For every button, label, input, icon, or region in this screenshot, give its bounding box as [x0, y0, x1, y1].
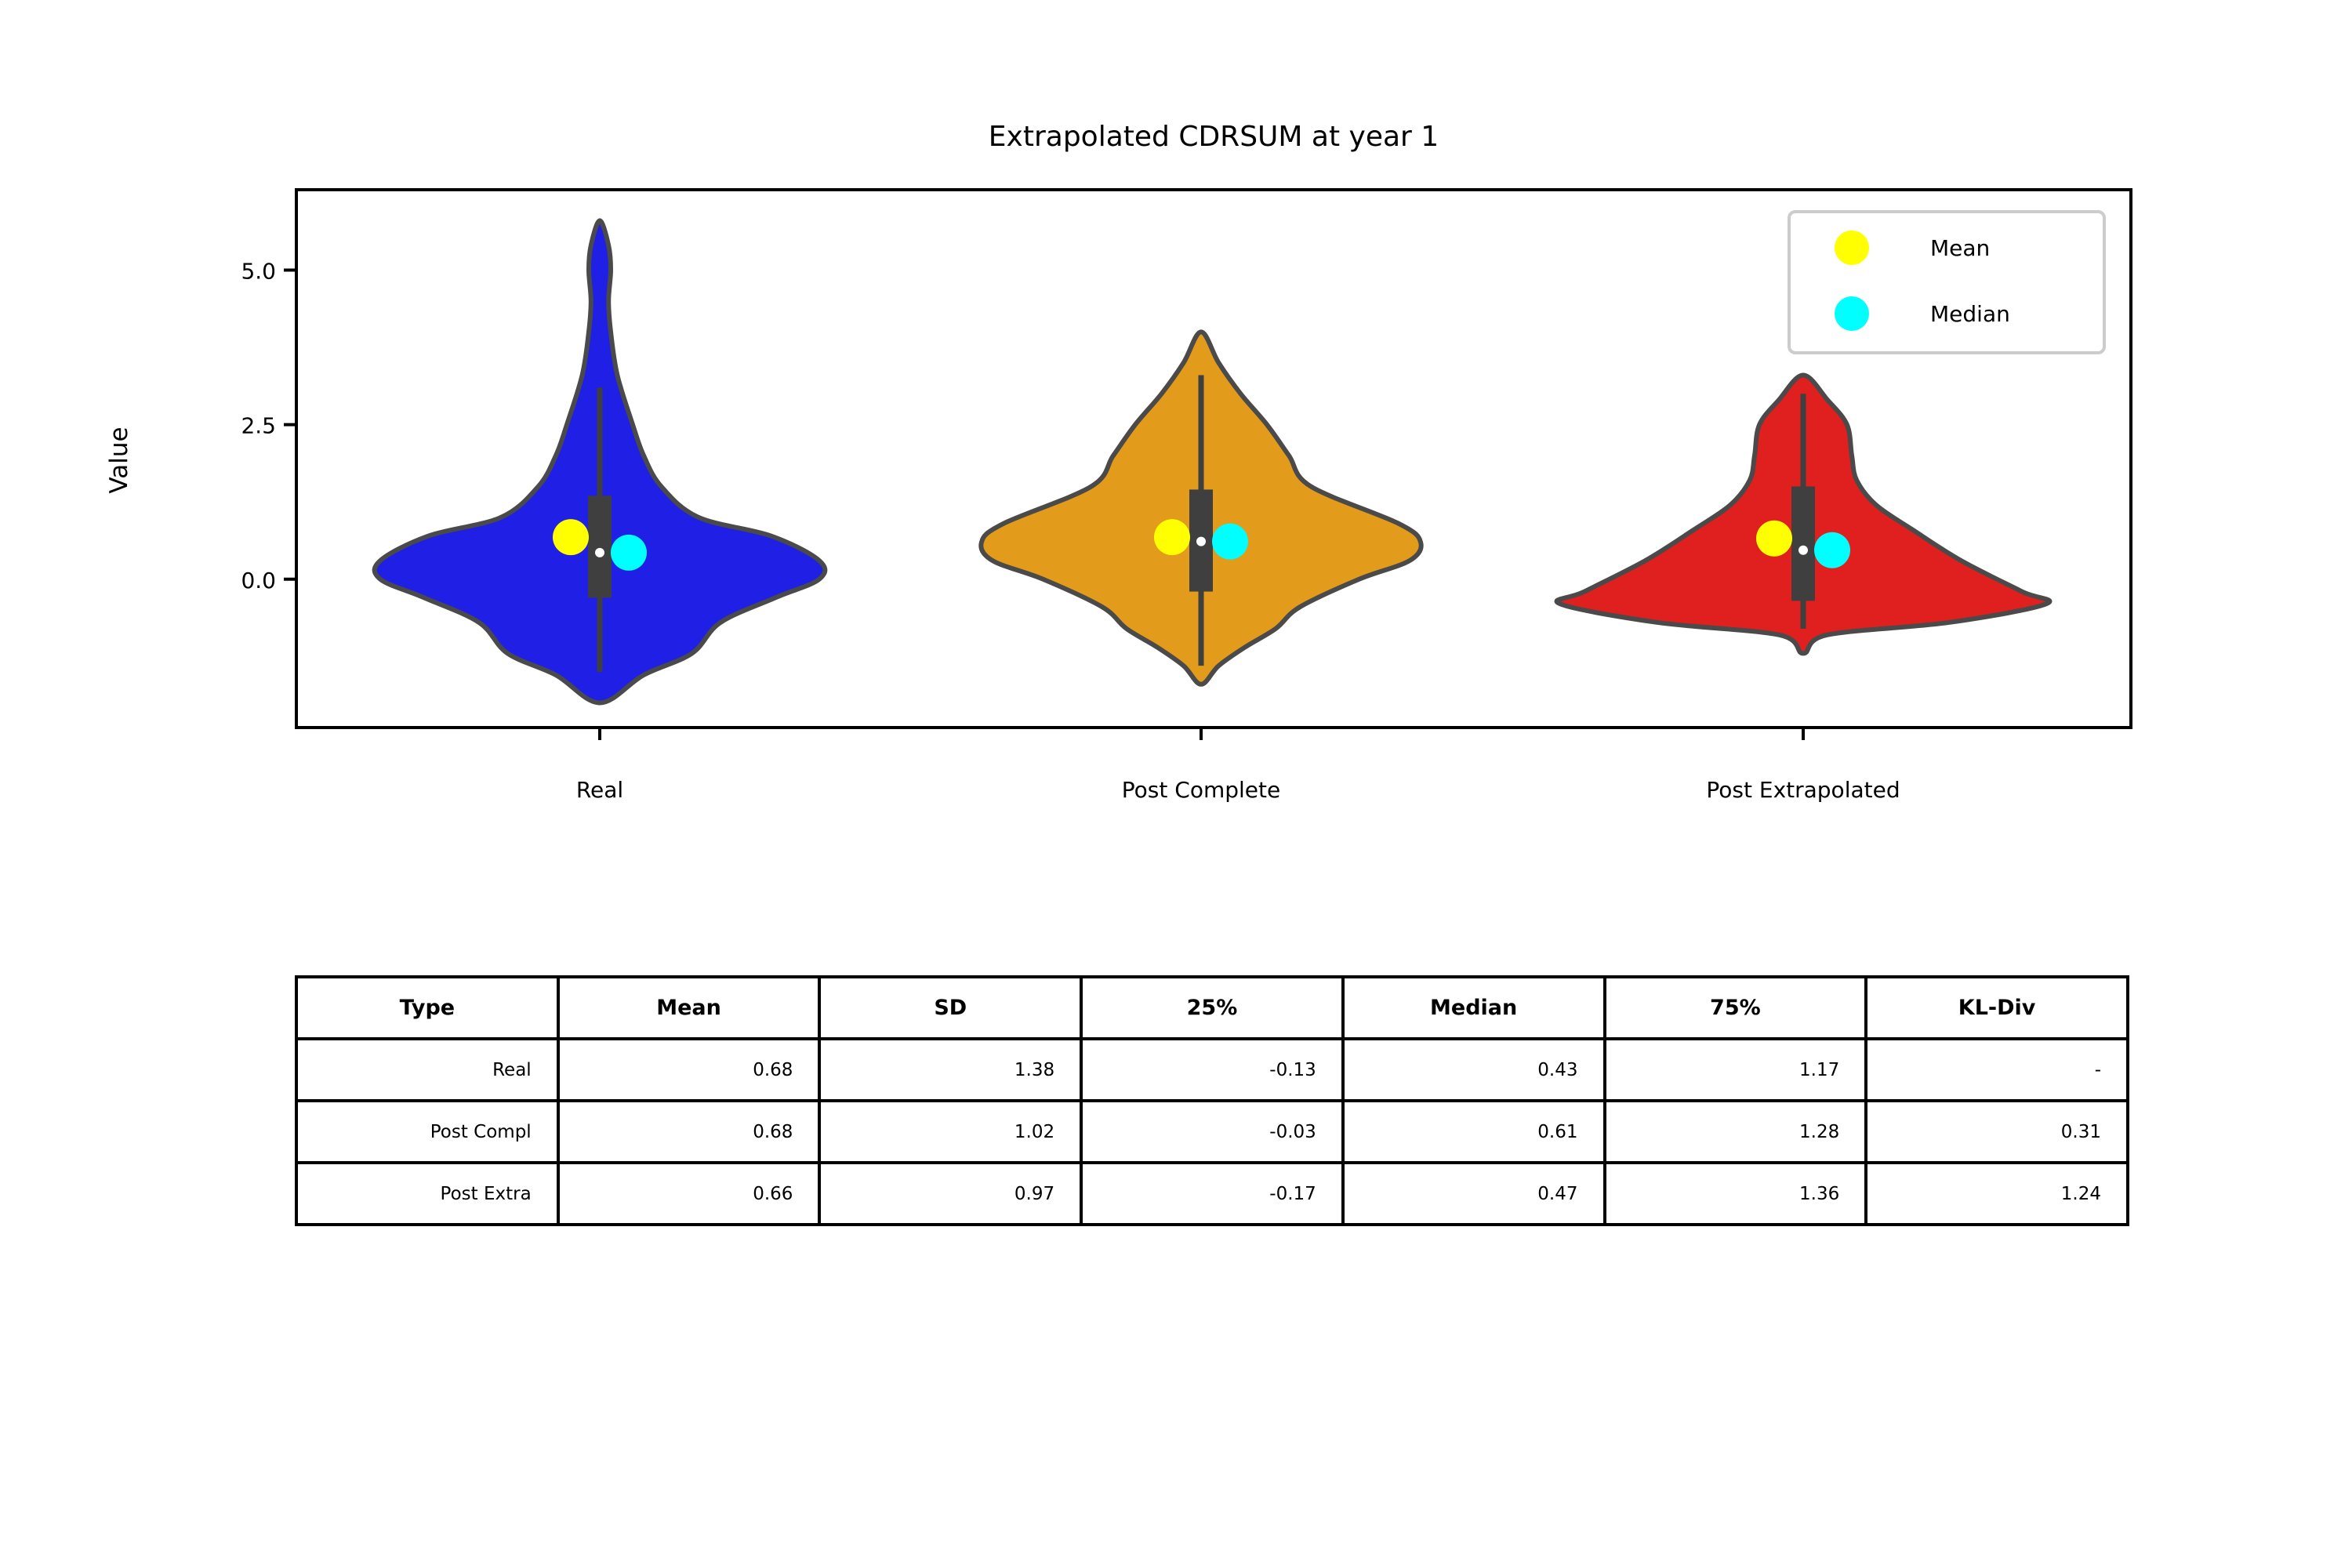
column-header: 75%: [1602, 975, 1868, 1040]
table-row: Real 0.68 1.38 -0.13 0.43 1.17 -: [295, 1037, 2129, 1102]
table-row: Post Compl 0.68 1.02 -0.03 0.61 1.28 0.3…: [295, 1099, 2129, 1164]
mean-marker: [1154, 519, 1190, 556]
violin-layer: [372, 218, 2053, 706]
table-cell: -0.13: [1080, 1037, 1345, 1102]
y-axis-label: Value: [105, 426, 133, 493]
axes: 0.0 2.5 5.0 Real Post Complete Post Extrapola…: [241, 188, 2132, 803]
table-header-row: Type Mean SD 25% Median 75% KL-Div: [295, 975, 2129, 1040]
table-cell: -0.17: [1080, 1161, 1345, 1226]
chart-title: Extrapolated CDRSUM at year 1: [989, 121, 1439, 153]
x-tick-label: Post Extrapolated: [1706, 777, 1900, 803]
legend-box: [1788, 210, 2106, 354]
violin-box: [588, 495, 612, 598]
legend-marker: [1835, 230, 1869, 265]
column-header: 25%: [1080, 975, 1345, 1040]
table-cell: Post Extra: [295, 1161, 560, 1226]
table-cell: -: [1864, 1037, 2129, 1102]
x-tick-label: Real: [576, 777, 623, 803]
median-marker: [1814, 532, 1850, 568]
column-header: SD: [818, 975, 1083, 1040]
column-header: Type: [295, 975, 560, 1040]
mean-marker: [1756, 520, 1792, 557]
table-cell: 0.47: [1341, 1161, 1606, 1226]
mean-marker: [553, 519, 589, 556]
table-cell: 0.68: [556, 1099, 822, 1164]
legend-label: Median: [1930, 301, 2010, 327]
legend: Mean Median: [1788, 210, 2106, 354]
table-row: Post Extra 0.66 0.97 -0.17 0.47 1.36 1.2…: [295, 1161, 2129, 1226]
x-tick-label: Post Complete: [1122, 777, 1280, 803]
table-cell: 1.38: [818, 1037, 1083, 1102]
legend-marker: [1835, 296, 1869, 331]
y-tick-label: 0.0: [241, 568, 276, 593]
table-cell: 1.17: [1602, 1037, 1868, 1102]
table-cell: 0.31: [1864, 1099, 2129, 1164]
y-tick-label: 2.5: [241, 413, 276, 439]
violin-median-dot: [1196, 536, 1206, 546]
table-cell: 1.28: [1602, 1099, 1868, 1164]
violin-median-dot: [1798, 545, 1808, 555]
violin-median-dot: [595, 547, 604, 557]
table-cell: 1.24: [1864, 1161, 2129, 1226]
median-marker: [1212, 523, 1248, 560]
table-cell: 1.36: [1602, 1161, 1868, 1226]
table-cell: 0.97: [818, 1161, 1083, 1226]
column-header: Mean: [556, 975, 822, 1040]
y-tick-label: 5.0: [241, 259, 276, 285]
table-cell: 0.66: [556, 1161, 822, 1226]
table-cell: 0.43: [1341, 1037, 1606, 1102]
table-cell: 0.68: [556, 1037, 822, 1102]
column-header: Median: [1341, 975, 1606, 1040]
table-cell: Post Compl: [295, 1099, 560, 1164]
table-cell: 0.61: [1341, 1099, 1606, 1164]
table-cell: 1.02: [818, 1099, 1083, 1164]
table-cell: -0.03: [1080, 1099, 1345, 1164]
stats-table: Type Mean SD 25% Median 75% KL-Div Real …: [295, 975, 2129, 1226]
violin-box: [1791, 486, 1815, 601]
median-marker: [611, 534, 647, 571]
column-header: KL-Div: [1864, 975, 2129, 1040]
table-cell: Real: [295, 1037, 560, 1102]
legend-label: Mean: [1930, 235, 1990, 261]
plot-frame: [295, 188, 2132, 729]
